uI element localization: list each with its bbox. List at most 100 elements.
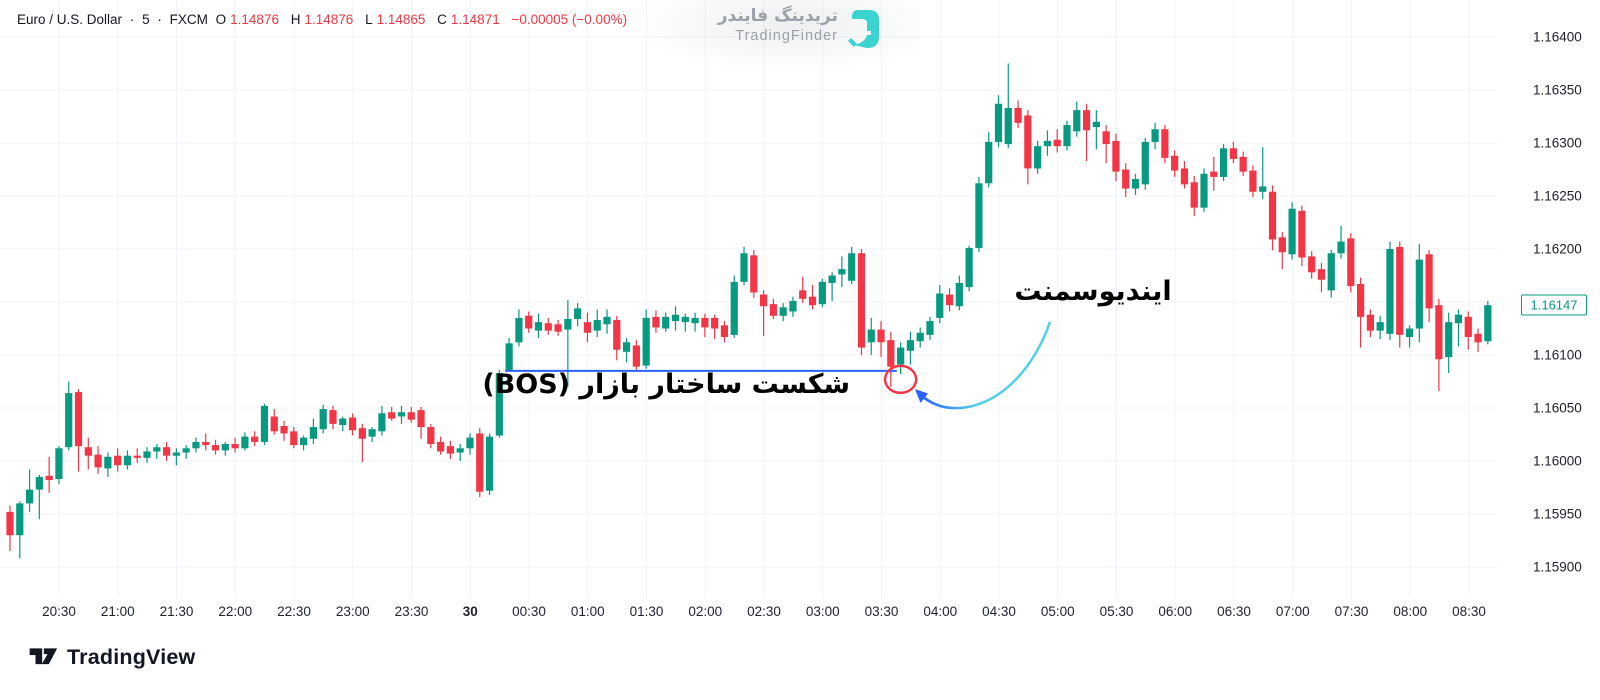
time-axis-label: 06:30 [1217,604,1251,619]
candle-body [45,475,53,481]
sweep-circle [883,364,918,395]
candle-body [1161,129,1169,158]
candle-body [1474,333,1482,343]
candle-body [975,183,983,248]
candle-body [172,452,180,456]
candle-body [358,428,366,439]
candle-body [1464,316,1472,337]
candle-body [476,433,484,492]
candle-body [1425,254,1433,309]
price-axis-label: 1.15950 [1533,506,1582,522]
candle-body [1249,170,1257,192]
price-change: −0.00005 (−0.00%) [511,12,628,27]
candle-body [985,141,993,184]
price-axis-label: 1.16200 [1533,241,1582,257]
candle-body [711,317,719,329]
time-axis-label: 22:30 [277,604,311,619]
candle-body [1024,115,1032,169]
candle-body [241,436,249,449]
exchange-name: FXCM [169,12,208,27]
candle-body [1484,305,1492,342]
ohlc-open: O 1.14876 [215,12,279,27]
candle-body [720,325,729,337]
price-axis-label: 1.16300 [1533,135,1582,151]
candle-body [300,437,308,446]
candle-body [378,413,386,432]
candle-body [16,503,24,536]
candle-body [1445,322,1453,358]
candle-body [603,316,611,325]
candle-body [799,290,807,299]
candle-body [515,317,523,343]
candle-body [671,314,680,322]
candle-body [1122,169,1130,189]
candle-body [897,347,905,365]
candle-body [936,293,944,318]
candle-body [769,304,777,316]
candle-body [1288,208,1296,255]
candle-body [583,322,592,333]
candle-body [309,427,317,439]
candle-body [1396,246,1404,335]
interval-value[interactable]: 5 [142,12,150,27]
tradingview-watermark[interactable]: TradingView [28,643,195,672]
candle-body [1268,191,1277,240]
time-axis-label: 04:00 [923,604,958,619]
candle-body [730,281,738,335]
candle-body [1454,314,1463,324]
candle-body [926,321,934,335]
candlestick-chart[interactable] [0,0,1600,640]
candle-body [1337,241,1345,254]
candle-body [877,329,885,343]
candle-body [260,405,269,442]
candle-body [574,308,582,319]
candle-body [104,456,112,469]
candle-body [1376,322,1384,331]
candle-body [1415,259,1423,329]
candle-body [593,320,601,331]
inducement-arrowhead [915,389,928,403]
candle-body [1259,186,1267,192]
candle-body [270,416,278,432]
candle-body [701,317,709,328]
candle-body [1308,256,1316,273]
candle-body [1063,124,1071,147]
candle-body [407,412,415,420]
candle-body [437,441,445,452]
symbol-name[interactable]: Euro / U.S. Dollar [17,12,123,27]
time-axis-label: 21:30 [159,604,194,619]
tradingfinder-logo-icon [846,7,880,56]
candle-body [1043,140,1052,147]
candle-body [133,455,141,458]
candle-body [525,315,533,329]
candle-body [994,103,1003,142]
candle-body [94,454,102,468]
legend-separator: · [157,12,162,27]
brand-title-farsi: تریدینگ فایندر [717,6,838,26]
candle-body [554,324,562,332]
candle-body [329,410,337,424]
candle-body [1386,249,1394,334]
candle-body [1171,155,1179,171]
candle-body [808,296,817,306]
time-axis-label: 23:00 [335,604,370,619]
candle-body [642,317,650,366]
candle-body [348,417,357,431]
candle-body [456,448,464,453]
candle-body [662,316,670,329]
time-axis-label: 08:00 [1393,604,1428,619]
symbol-legend[interactable]: Euro / U.S. Dollar · 5 · FXCM O 1.14876 H… [17,12,631,27]
candle-body [740,253,748,282]
candle-body [251,436,259,442]
candle-body [427,427,435,445]
candle-body [759,294,768,307]
candle-body [221,444,229,451]
time-axis-label: 03:00 [805,604,840,619]
candle-body [84,447,92,456]
candle-body [1034,146,1042,169]
candle-body [192,441,200,449]
candle-body [446,446,455,454]
candle-body [965,247,973,288]
legend-separator: · [129,12,135,27]
price-axis-label: 1.16000 [1533,453,1582,469]
